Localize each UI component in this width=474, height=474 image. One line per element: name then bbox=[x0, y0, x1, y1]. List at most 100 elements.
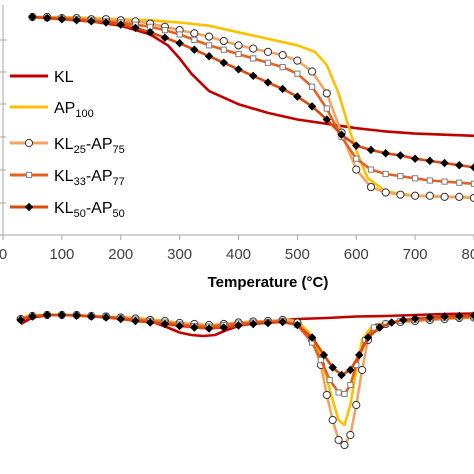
legend: KL AP100 KL25-AP75 KL33-AP77 KL50-AP50 bbox=[10, 69, 125, 220]
legend-item-ap100: AP100 bbox=[10, 100, 94, 120]
tg-point-kl33-ap77 bbox=[235, 50, 242, 58]
legend-item-kl50-ap50: KL50-AP50 bbox=[10, 200, 125, 220]
dtg-point-kl50-ap50 bbox=[307, 333, 317, 342]
top-x-axis-ticks: 0 100 200 300 400 500 600 700 800 bbox=[0, 235, 474, 263]
tg-point-kl50-ap50 bbox=[455, 161, 464, 170]
tg-point-kl33-ap77 bbox=[397, 173, 404, 180]
tg-point-kl50-ap50 bbox=[87, 17, 96, 26]
top-y-axis-ticks bbox=[0, 39, 6, 236]
tg-point-kl50-ap50 bbox=[293, 92, 302, 101]
dtg-point-kl25-ap75 bbox=[358, 365, 367, 375]
legend-swatch-marker bbox=[24, 138, 34, 148]
tg-point-kl33-ap77 bbox=[191, 36, 198, 43]
dtg-point-kl50-ap50 bbox=[219, 323, 228, 332]
tg-point-kl50-ap50 bbox=[381, 149, 390, 158]
bottom-panel-series bbox=[16, 310, 474, 450]
tg-point-kl50-ap50 bbox=[42, 13, 52, 23]
x-tick-label: 100 bbox=[49, 246, 74, 263]
tg-point-kl25-ap75 bbox=[381, 188, 390, 197]
tg-point-kl50-ap50 bbox=[57, 14, 67, 24]
x-axis-title: Temperature (°C) bbox=[208, 274, 329, 291]
tg-point-kl50-ap50 bbox=[160, 33, 170, 42]
tg-point-kl50-ap50 bbox=[263, 78, 273, 87]
dtg-point-kl50-ap50 bbox=[399, 315, 408, 325]
x-tick-label: 700 bbox=[403, 246, 428, 263]
dtg-point-kl50-ap50 bbox=[160, 319, 170, 329]
tg-point-kl50-ap50 bbox=[440, 158, 449, 168]
dtg-point-kl50-ap50 bbox=[455, 311, 464, 321]
dtg-point-kl33-ap77 bbox=[341, 390, 348, 398]
tg-point-kl50-ap50 bbox=[131, 23, 140, 33]
tg-point-kl50-ap50 bbox=[307, 102, 317, 111]
tg-point-kl50-ap50 bbox=[204, 52, 214, 61]
dtg-point-kl50-ap50 bbox=[425, 313, 435, 322]
tg-point-kl50-ap50 bbox=[337, 130, 346, 139]
tg-point-kl25-ap75 bbox=[425, 191, 434, 200]
tg-point-kl25-ap75 bbox=[440, 192, 449, 201]
legend-item-kl: KL bbox=[10, 69, 74, 86]
x-tick-label: 600 bbox=[344, 246, 369, 263]
tg-point-kl25-ap75 bbox=[307, 67, 317, 76]
tg-point-kl25-ap75 bbox=[455, 192, 464, 201]
tg-series-kl50-ap50 bbox=[28, 12, 474, 172]
dtg-point-kl33-ap77 bbox=[347, 381, 354, 389]
dtg-point-kl50-ap50 bbox=[116, 314, 125, 324]
dtg-point-kl33-ap77 bbox=[335, 389, 342, 396]
dtg-point-kl50-ap50 bbox=[278, 317, 287, 327]
tg-point-kl25-ap75 bbox=[396, 190, 405, 199]
dtg-point-kl50-ap50 bbox=[57, 310, 67, 320]
tg-point-kl25-ap75 bbox=[411, 191, 420, 200]
legend-label: KL33-AP77 bbox=[54, 168, 125, 188]
dtg-point-kl50-ap50 bbox=[410, 314, 420, 323]
tg-point-kl50-ap50 bbox=[219, 58, 228, 67]
legend-label: KL25-AP75 bbox=[54, 136, 125, 156]
legend-item-kl33-ap77: KL33-AP77 bbox=[10, 168, 125, 188]
dtg-point-kl50-ap50 bbox=[293, 320, 302, 330]
tg-point-kl50-ap50 bbox=[145, 28, 155, 37]
legend-swatch-marker bbox=[25, 171, 33, 179]
dtg-point-kl50-ap50 bbox=[72, 311, 81, 320]
dtg-point-kl50-ap50 bbox=[101, 313, 111, 322]
tg-point-kl33-ap77 bbox=[205, 42, 213, 49]
tg-point-kl50-ap50 bbox=[366, 145, 376, 155]
tg-point-kl25-ap75 bbox=[204, 32, 214, 41]
top-panel-series bbox=[28, 12, 474, 203]
dtg-point-kl50-ap50 bbox=[204, 324, 214, 333]
tg-point-kl25-ap75 bbox=[366, 182, 376, 192]
dtg-point-kl50-ap50 bbox=[337, 370, 346, 380]
tg-point-kl33-ap77 bbox=[323, 105, 330, 112]
tg-point-kl33-ap77 bbox=[250, 55, 257, 62]
tg-point-kl33-ap77 bbox=[426, 177, 433, 184]
tg-point-kl33-ap77 bbox=[279, 64, 286, 71]
dtg-point-kl50-ap50 bbox=[42, 310, 52, 320]
dtg-point-kl25-ap75 bbox=[346, 430, 355, 440]
dtg-point-kl50-ap50 bbox=[387, 318, 396, 327]
dtg-point-kl50-ap50 bbox=[175, 321, 184, 331]
tg-point-kl50-ap50 bbox=[28, 12, 37, 22]
dtg-point-kl25-ap75 bbox=[340, 440, 349, 450]
legend-label: AP100 bbox=[54, 100, 94, 120]
dtg-point-kl50-ap50 bbox=[87, 312, 96, 321]
x-tick-label: 400 bbox=[226, 246, 251, 263]
tg-point-kl33-ap77 bbox=[220, 46, 227, 53]
tg-point-kl25-ap75 bbox=[219, 36, 228, 46]
dtg-point-kl50-ap50 bbox=[319, 350, 329, 360]
dtg-point-kl50-ap50 bbox=[249, 319, 258, 329]
x-tick-label: 500 bbox=[285, 246, 310, 263]
tg-point-kl50-ap50 bbox=[352, 141, 361, 150]
tg-point-kl50-ap50 bbox=[116, 20, 125, 29]
legend-item-kl25-ap75: KL25-AP75 bbox=[10, 136, 125, 156]
tg-point-kl25-ap75 bbox=[278, 51, 287, 60]
tg-point-kl33-ap77 bbox=[308, 83, 316, 90]
dtg-point-kl33-ap77 bbox=[326, 376, 333, 384]
tg-point-kl50-ap50 bbox=[72, 16, 81, 25]
dtg-point-kl25-ap75 bbox=[334, 435, 343, 445]
x-tick-label: 200 bbox=[108, 246, 133, 263]
tg-point-kl33-ap77 bbox=[441, 178, 448, 185]
dtg-point-kl50-ap50 bbox=[190, 323, 199, 332]
dtg-point-kl25-ap75 bbox=[328, 415, 337, 425]
tg-point-kl50-ap50 bbox=[396, 151, 405, 160]
dtg-point-kl50-ap50 bbox=[234, 321, 243, 330]
dtg-point-kl50-ap50 bbox=[16, 315, 25, 325]
